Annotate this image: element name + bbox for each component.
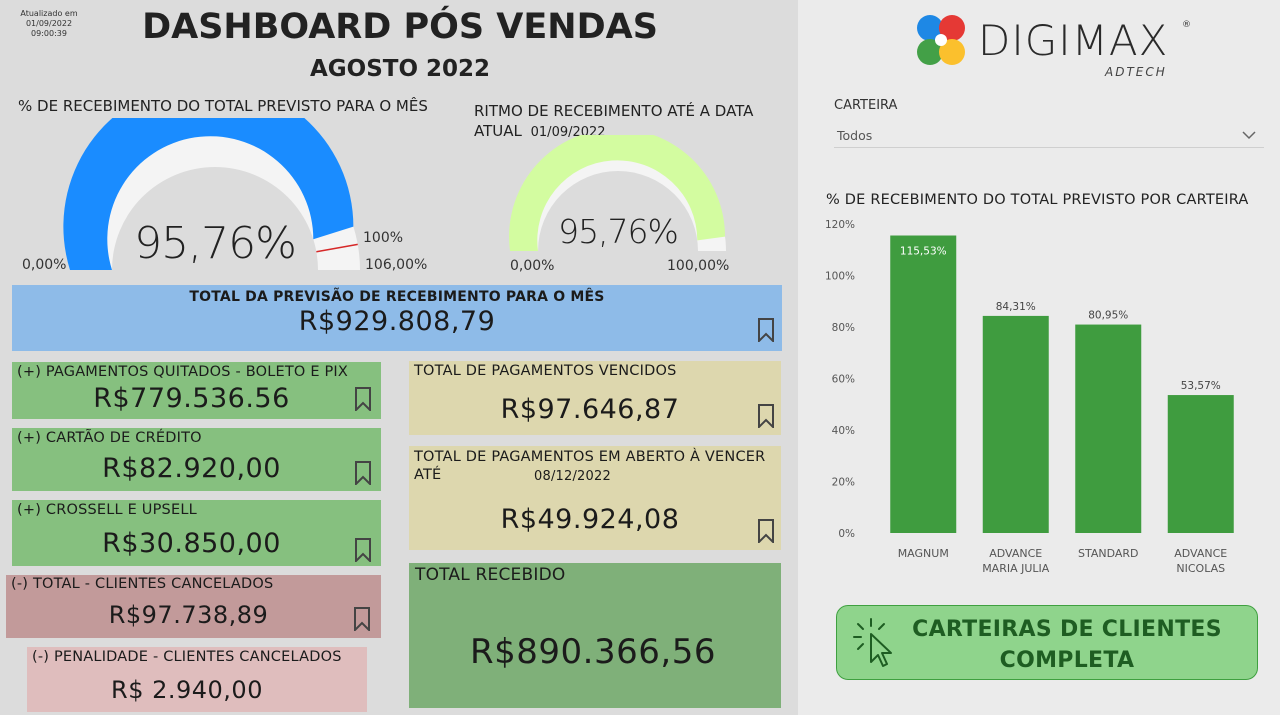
card-boleto-pix-value: R$779.536.56 [93, 383, 290, 414]
cursor-click-icon [853, 618, 892, 667]
gauge1-target-label: 100% [363, 230, 404, 246]
gauge1-min-label: 0,00% [22, 257, 67, 273]
bar[interactable] [1075, 324, 1142, 533]
forecast-value: R$929.808,79 [298, 306, 496, 337]
bar-chart: 0% 20% 40% 60% 80% 100% 120% 115,53% MAGNUM 84,31… [800, 210, 1260, 590]
y-tick-label: 80% [832, 322, 855, 334]
bar-data-label: 115,53% [900, 246, 947, 258]
card-penalidade: (-) PENALIDADE - CLIENTES CANCELADOS R$ … [27, 647, 367, 712]
x-category-label: STANDARD [1078, 547, 1139, 560]
bookmark-icon[interactable] [354, 387, 372, 411]
bar-chart-svg: 0% 20% 40% 60% 80% 100% 120% 115,53% MAGNUM 84,31… [825, 219, 1234, 575]
filter-label: CARTEIRA [834, 98, 898, 113]
x-category-label: ADVANCE [989, 547, 1042, 560]
card-cancelados-label: (-) TOTAL - CLIENTES CANCELADOS [11, 576, 274, 592]
gauge2-title: RITMO DE RECEBIMENTO ATÉ A DATA ATUAL 01… [474, 101, 774, 143]
card-vencidos-value: R$97.646,87 [500, 394, 680, 425]
bar[interactable] [1167, 395, 1234, 533]
bookmark-icon[interactable] [353, 607, 371, 631]
bar-data-label: 84,31% [996, 301, 1036, 313]
gauge1-chart [63, 118, 360, 270]
card-cartao-value: R$82.920,00 [102, 453, 281, 484]
card-cancelados-value: R$97.738,89 [108, 601, 269, 629]
card-boleto-pix: (+) PAGAMENTOS QUITADOS - BOLETO E PIX R… [12, 362, 381, 419]
y-tick-label: 40% [832, 425, 855, 437]
gauge2-value: 95,76% [558, 212, 679, 251]
bar[interactable] [982, 315, 1049, 533]
card-recebido-label: TOTAL RECEBIDO [415, 565, 566, 585]
forecast-card: TOTAL DA PREVISÃO DE RECEBIMENTO PARA O … [12, 285, 782, 351]
card-vencidos-label: TOTAL DE PAGAMENTOS VENCIDOS [414, 363, 677, 379]
gauge2-chart [509, 135, 726, 251]
x-category-label: MAGNUM [898, 547, 949, 560]
card-recebido-value: R$890.366,56 [470, 632, 716, 672]
carteira-dropdown[interactable]: Todos [834, 122, 1264, 148]
carteira-selected: Todos [837, 128, 873, 143]
gauge2-min-label: 0,00% [510, 258, 555, 274]
y-tick-label: 60% [832, 374, 855, 386]
card-crossell-value: R$30.850,00 [102, 528, 281, 559]
digimax-logo: DIGIMAX ® ADTECH [908, 10, 1198, 82]
gauge2-title-text: RITMO DE RECEBIMENTO ATÉ A DATA ATUAL [474, 102, 754, 140]
bookmark-icon[interactable] [757, 519, 775, 543]
card-boleto-pix-label: (+) PAGAMENTOS QUITADOS - BOLETO E PIX [17, 364, 349, 380]
gauge1-value: 95,76% [134, 218, 297, 269]
gauge2-max-label: 100,00% [667, 258, 730, 274]
logo-tagline: ADTECH [1105, 65, 1167, 79]
bar[interactable] [890, 235, 957, 533]
gauge2-fill [509, 135, 726, 251]
card-penalidade-value: R$ 2.940,00 [111, 676, 263, 704]
card-cancelados: (-) TOTAL - CLIENTES CANCELADOS R$97.738… [6, 575, 381, 638]
card-crossell: (+) CROSSELL E UPSELL R$30.850,00 [12, 500, 381, 566]
gauge1-target-marker [316, 243, 358, 253]
y-tick-label: 20% [832, 477, 855, 489]
logo-wordmark: DIGIMAX [978, 16, 1169, 65]
x-category-label: ADVANCE [1174, 547, 1227, 560]
card-recebido: TOTAL RECEBIDO R$890.366,56 [409, 563, 781, 708]
x-category-label: MARIA JULIA [982, 562, 1050, 575]
forecast-label: TOTAL DA PREVISÃO DE RECEBIMENTO PARA O … [189, 289, 605, 305]
card-aberto-date: 08/12/2022 [534, 469, 611, 484]
bar-data-label: 53,57% [1181, 380, 1221, 392]
gauge1-fill [63, 118, 354, 270]
last-updated: Atualizado em 01/09/2022 09:00:39 [10, 9, 88, 39]
chevron-down-icon [1242, 131, 1256, 140]
card-aberto-label: TOTAL DE PAGAMENTOS EM ABERTO À VENCER A… [414, 449, 766, 483]
x-category-label: NICOLAS [1176, 562, 1225, 575]
y-tick-label: 120% [825, 219, 855, 231]
gauge1-title: % DE RECEBIMENTO DO TOTAL PREVISTO PARA … [18, 97, 428, 115]
bookmark-icon[interactable] [354, 461, 372, 485]
card-cartao: (+) CARTÃO DE CRÉDITO R$82.920,00 [12, 428, 381, 491]
card-cartao-label: (+) CARTÃO DE CRÉDITO [17, 430, 202, 446]
card-vencidos: TOTAL DE PAGAMENTOS VENCIDOS R$97.646,87 [409, 361, 781, 435]
card-crossell-label: (+) CROSSELL E UPSELL [17, 502, 197, 518]
y-tick-label: 0% [838, 528, 855, 540]
bookmark-icon[interactable] [354, 538, 372, 562]
page-title: DASHBOARD PÓS VENDAS [142, 7, 658, 47]
cta-label: CARTEIRAS DE CLIENTES COMPLETA [877, 614, 1257, 676]
page-subtitle: AGOSTO 2022 [309, 56, 491, 82]
chart-title: % DE RECEBIMENTO DO TOTAL PREVISTO POR C… [826, 192, 1249, 208]
logo-flower-icon [917, 15, 965, 65]
card-aberto-value: R$49.924,08 [500, 504, 680, 535]
bar-data-label: 80,95% [1088, 310, 1128, 322]
gauge1-max-label: 106,00% [365, 257, 428, 273]
cta-line2: COMPLETA [999, 648, 1135, 673]
bookmark-icon[interactable] [757, 404, 775, 428]
last-updated-label: Atualizado em [20, 9, 78, 18]
y-tick-label: 100% [825, 271, 855, 283]
carteiras-completa-button[interactable]: CARTEIRAS DE CLIENTES COMPLETA [836, 605, 1258, 680]
bookmark-icon[interactable] [757, 318, 775, 342]
card-aberto: TOTAL DE PAGAMENTOS EM ABERTO À VENCER A… [409, 446, 781, 550]
card-penalidade-label: (-) PENALIDADE - CLIENTES CANCELADOS [32, 649, 342, 665]
last-updated-datetime: 01/09/2022 09:00:39 [25, 19, 73, 38]
cta-line1: CARTEIRAS DE CLIENTES [912, 617, 1222, 642]
logo-registered: ® [1182, 20, 1191, 30]
